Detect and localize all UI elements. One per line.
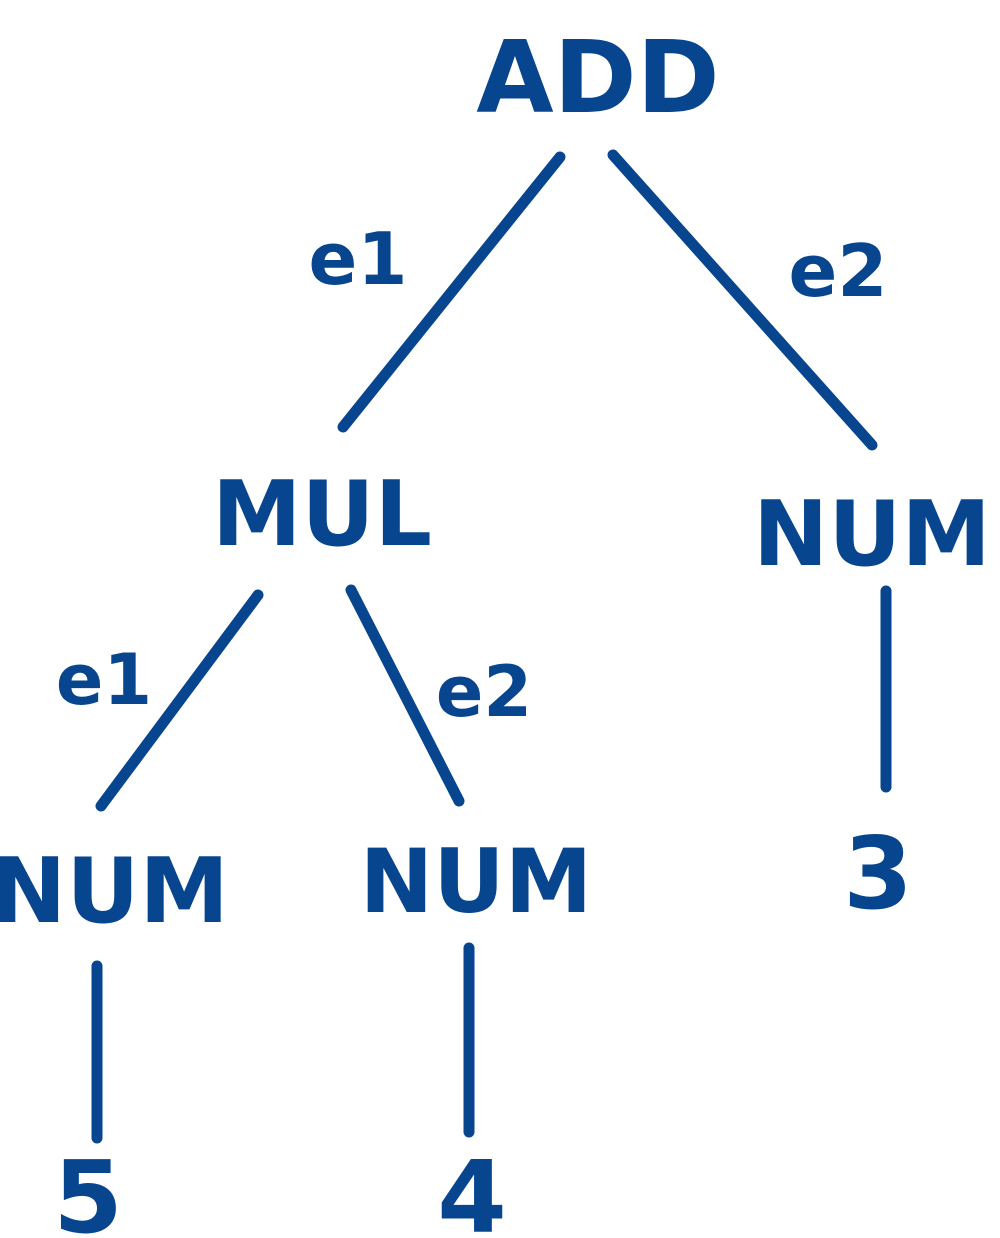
node-value-4: 4 [437,1139,507,1238]
edge-mul-to-num-5 [95,589,264,812]
edge-mul-to-num-4 [345,584,465,807]
node-value-3: 3 [843,815,913,932]
edge-add-to-mul [337,151,566,433]
edge-label-mul-e2: e2 [436,651,532,733]
node-value-5: 5 [53,1139,123,1238]
edge-add-to-num-3 [607,149,878,451]
edge-label-mul-e1: e1 [56,639,152,721]
node-num-5-label: NUM [0,839,229,944]
node-add-label: ADD [476,19,719,136]
edge-label-add-e1: e1 [309,217,408,301]
node-num-3-label: NUM [753,482,991,587]
edge-label-add-e2: e2 [789,229,888,313]
node-mul-label: MUL [212,462,432,567]
node-num-4-label: NUM [360,830,593,933]
